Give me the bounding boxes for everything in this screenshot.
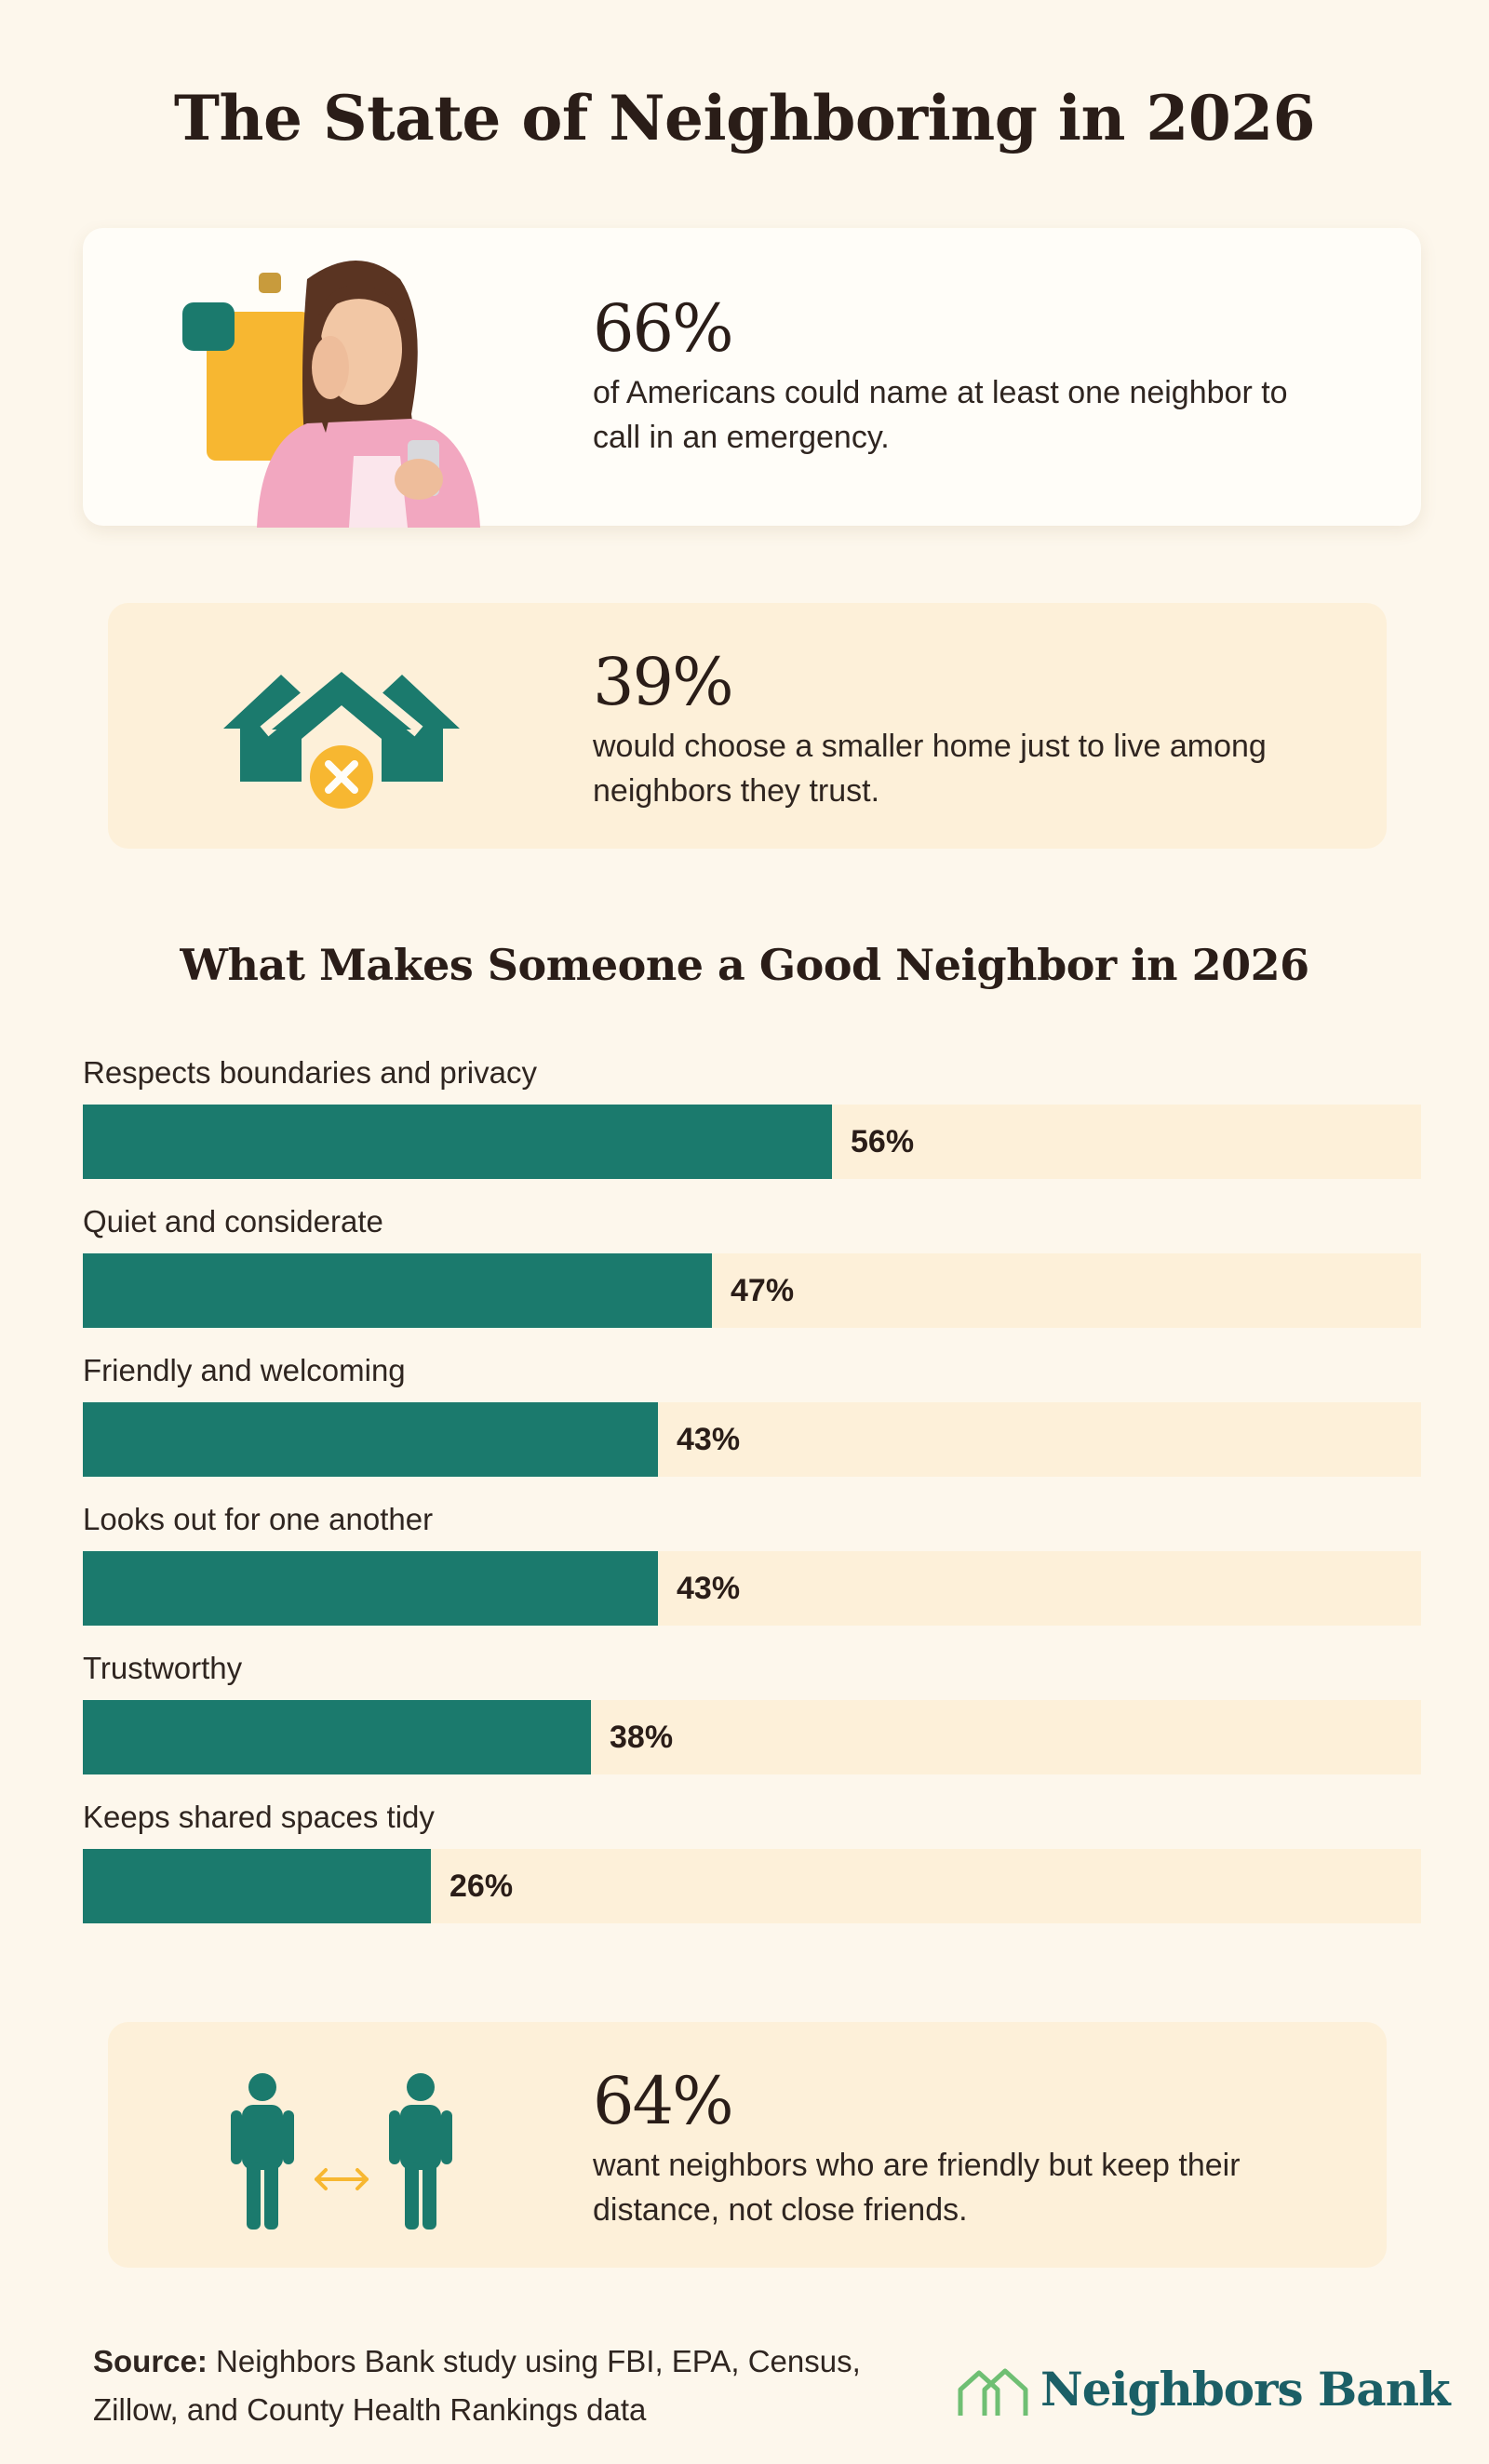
stat-value: 39% [593, 644, 734, 720]
bar [83, 1551, 658, 1626]
houses-x-icon [223, 668, 460, 809]
bar [83, 1849, 431, 1923]
stat-card-distance [108, 2022, 1387, 2268]
bar [83, 1253, 712, 1328]
source-label: Source: [93, 2344, 208, 2378]
bar-category-label: Friendly and welcoming [83, 1353, 406, 1387]
bar [83, 1105, 832, 1179]
chart-title: What Makes Someone a Good Neighbor in 20… [180, 940, 1309, 990]
bar-track: 43% [83, 1551, 1421, 1626]
bar-category-label: Quiet and considerate [83, 1204, 383, 1239]
bar-track: 26% [83, 1849, 1421, 1923]
bar-value-label: 47% [731, 1273, 795, 1308]
house-outline-icon [958, 2368, 1028, 2416]
stat-value: 66% [593, 290, 734, 367]
brand-logo[interactable]: Neighbors Bank [957, 2358, 1451, 2423]
bar-track: 56% [83, 1105, 1421, 1179]
source-note: Source: Neighbors Bank study using FBI, … [93, 2337, 931, 2434]
bar-value-label: 43% [677, 1571, 741, 1606]
stat-description: want neighbors who are friendly but keep… [593, 2148, 1241, 2228]
stat-description: of Americans could name at least one nei… [593, 375, 1288, 455]
brand-name: Neighbors Bank [1040, 2362, 1451, 2417]
page-title: The State of Neighboring in 2026 [173, 82, 1316, 154]
bar-value-label: 38% [610, 1720, 674, 1755]
bar-category-label: Trustworthy [83, 1651, 243, 1685]
bar-track: 47% [83, 1253, 1421, 1328]
bar-value-label: 43% [677, 1422, 741, 1457]
bar-category-label: Keeps shared spaces tidy [83, 1800, 435, 1834]
stat-description: would choose a smaller home just to live… [593, 729, 1267, 809]
bar-track: 43% [83, 1402, 1421, 1477]
source-text: Neighbors Bank study using FBI, EPA, Cen… [93, 2344, 861, 2427]
bar-category-label: Respects boundaries and privacy [83, 1055, 537, 1090]
two-people-distance-icon [231, 2073, 452, 2230]
woman-on-phone-photo [182, 261, 480, 528]
stat-value: 64% [593, 2063, 734, 2139]
bar-value-label: 26% [449, 1868, 514, 1904]
bar [83, 1402, 658, 1477]
bar-value-label: 56% [851, 1124, 915, 1159]
bar-category-label: Looks out for one another [83, 1502, 434, 1536]
bar [83, 1700, 591, 1774]
bar-track: 38% [83, 1700, 1421, 1774]
